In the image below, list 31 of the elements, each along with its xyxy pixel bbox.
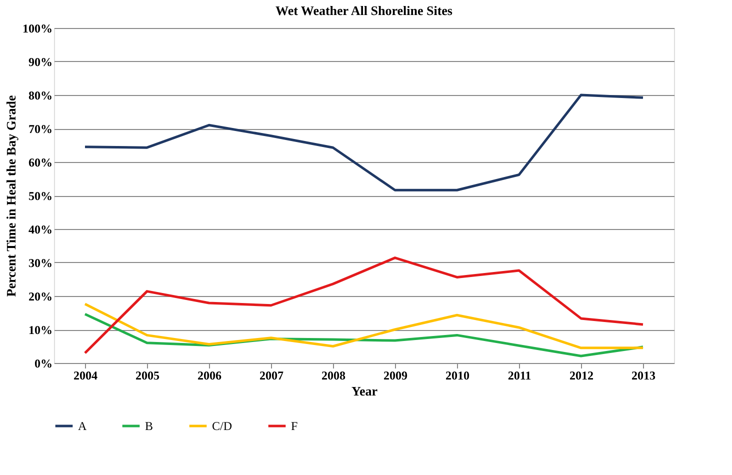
x-tick-label: 2010 bbox=[446, 368, 470, 382]
y-tick-label: 70% bbox=[28, 122, 52, 136]
line-series bbox=[84, 256, 644, 354]
y-tick-label: 90% bbox=[28, 55, 52, 69]
x-tick-label: 2013 bbox=[632, 368, 656, 382]
x-tick-label: 2006 bbox=[198, 368, 222, 382]
y-tick-label: 100% bbox=[22, 22, 52, 36]
x-tick-label: 2004 bbox=[74, 368, 98, 382]
x-tick-label: 2011 bbox=[508, 368, 532, 382]
y-tick-label: 40% bbox=[28, 222, 52, 236]
x-tick-label: 2005 bbox=[136, 368, 160, 382]
y-tick-label: 30% bbox=[28, 256, 52, 270]
x-axis-title: Year bbox=[352, 384, 378, 398]
y-tick-label: 20% bbox=[28, 290, 52, 304]
y-tick-label: 80% bbox=[28, 88, 52, 102]
y-axis-title: Percent Time in Heal the Bay Grade bbox=[4, 95, 18, 297]
legend-label: A bbox=[78, 419, 87, 433]
legend-label: C/D bbox=[212, 419, 232, 433]
y-tick-label: 10% bbox=[28, 323, 52, 337]
x-tick-label: 2009 bbox=[384, 368, 408, 382]
line-series bbox=[84, 94, 644, 192]
legend-label: B bbox=[145, 419, 154, 433]
line-series bbox=[84, 302, 644, 350]
x-tick-label: 2008 bbox=[322, 368, 346, 382]
y-tick-label: 50% bbox=[28, 189, 52, 203]
x-tick-label: 2012 bbox=[570, 368, 594, 382]
legend-label: F bbox=[291, 419, 298, 433]
y-tick-label: 60% bbox=[28, 156, 52, 170]
x-tick-label: 2007 bbox=[260, 368, 284, 382]
chart-title: Wet Weather All Shoreline Sites bbox=[276, 3, 452, 18]
y-tick-label: 0% bbox=[34, 356, 52, 370]
